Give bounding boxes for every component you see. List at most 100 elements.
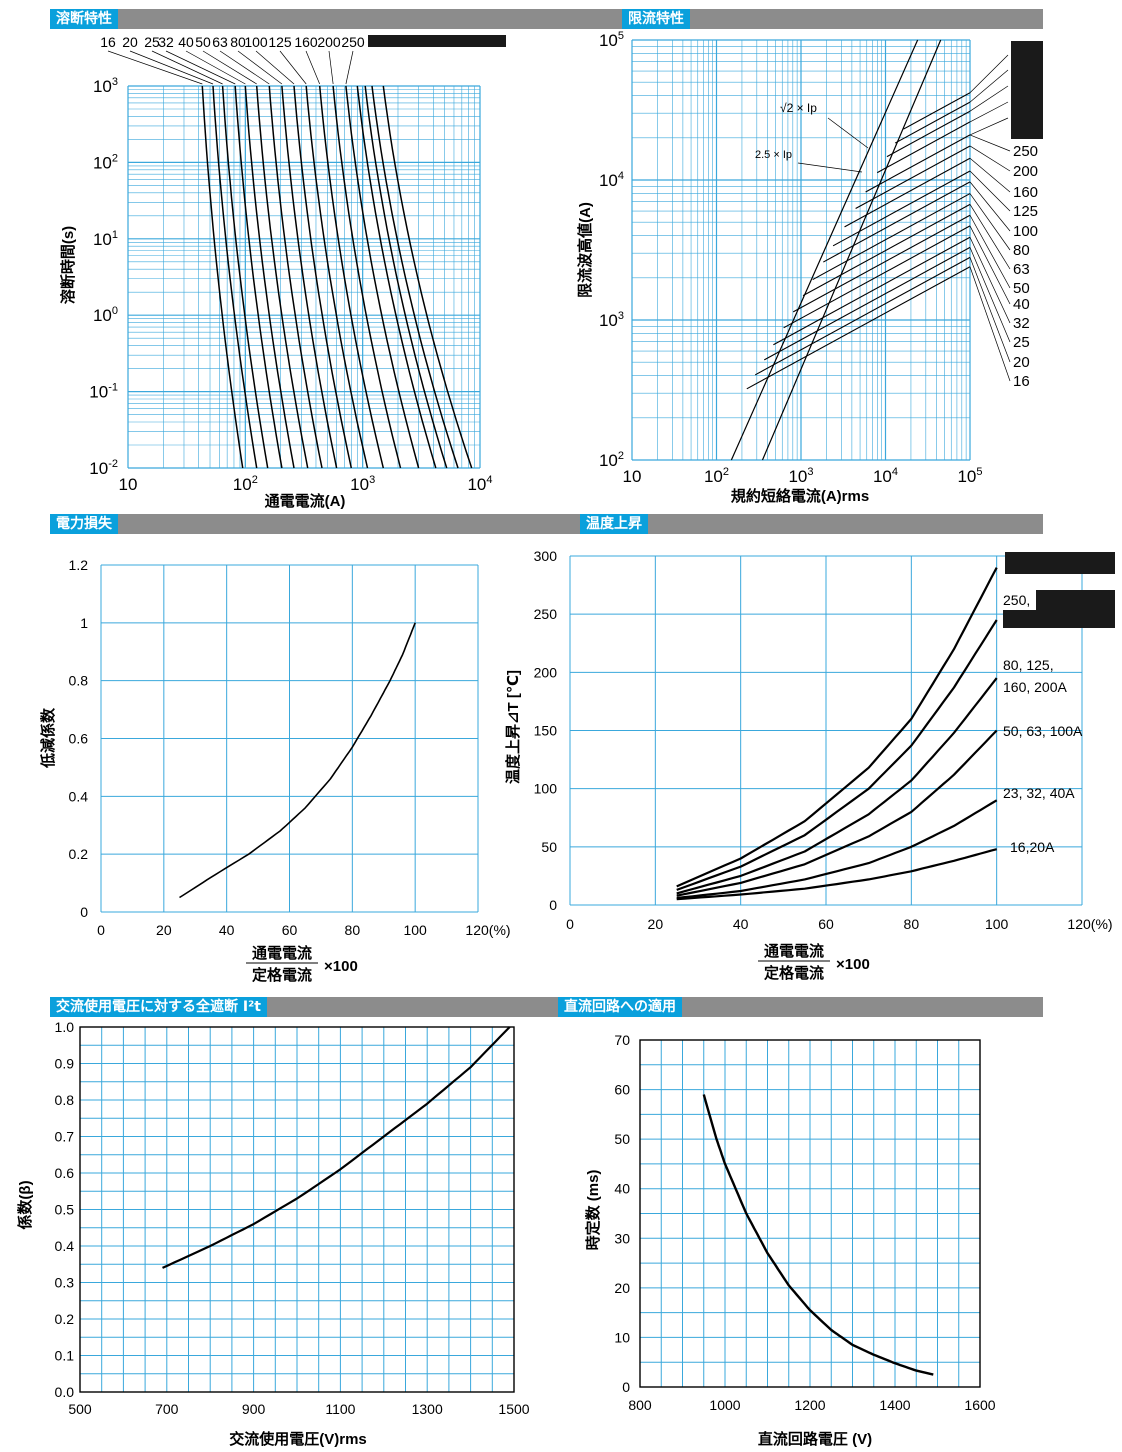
melting-curve-63 xyxy=(268,85,323,469)
i2t-y-tick: 0.8 xyxy=(55,1092,75,1108)
melting-curve-400 xyxy=(371,85,459,469)
let-through-curve-100 xyxy=(823,181,971,263)
power-loss-x-tick: 100 xyxy=(403,922,427,938)
dc-y-tick: 30 xyxy=(614,1230,630,1246)
dc-x-tick: 1400 xyxy=(879,1397,910,1413)
temp-rise-x-tick: 100 xyxy=(985,916,1009,932)
temp-rise-redacted-block xyxy=(1003,610,1115,628)
melting-rating-label: 250 xyxy=(341,34,365,50)
let-through-curve-25 xyxy=(763,246,971,361)
dc-y-tick: 60 xyxy=(614,1082,630,1098)
melting-curve-355 xyxy=(364,85,448,469)
i2t-x-tick: 700 xyxy=(155,1401,179,1417)
let-through-rating-leader xyxy=(969,204,1011,270)
let-through-rating-label: 25 xyxy=(1013,334,1030,351)
let-through-rating-label: 250 xyxy=(1013,143,1038,160)
let-through-curve-125 xyxy=(832,170,971,247)
power-loss-y-tick: 0.4 xyxy=(69,788,89,804)
power-loss-y-tick: 1 xyxy=(80,615,88,631)
power-loss-x-label-den: 定格電流 xyxy=(252,966,312,984)
melting-curve-50 xyxy=(255,85,309,469)
melting-leader-line xyxy=(185,50,246,85)
power-loss-x-tick: 40 xyxy=(219,922,235,938)
dc-y-tick: 0 xyxy=(622,1379,630,1395)
section-title-temp-rise: 温度上昇 xyxy=(580,514,648,534)
melting-leader-line xyxy=(219,50,270,85)
let-through-rating-label: 63 xyxy=(1013,261,1030,278)
temp-rise-x-tick: 80 xyxy=(904,916,920,932)
i2t-x-tick: 1100 xyxy=(325,1401,355,1417)
let-through-rating-label: 160 xyxy=(1013,184,1038,201)
melting-rating-label: 200 xyxy=(317,34,341,50)
melting-y-label: 溶断時間(s) xyxy=(59,226,77,304)
power-loss-x-label-mult: ×100 xyxy=(324,958,358,975)
let-through-rating-label: 16 xyxy=(1013,373,1030,390)
let-through-rating-leader xyxy=(969,225,1011,305)
temp-rise-series-label: 160, 200A xyxy=(1003,679,1067,695)
let-through-curve-160 xyxy=(844,157,971,228)
melting-curve-32 xyxy=(234,85,283,469)
let-through-y-tick: 103 xyxy=(599,310,624,330)
section-header-dc: 直流回路への適用 xyxy=(558,997,1043,1017)
melting-curve-125 xyxy=(305,85,369,469)
i2t-y-tick: 0.1 xyxy=(55,1348,75,1364)
melting-leader-line xyxy=(328,50,334,85)
i2t-y-tick: 0.6 xyxy=(55,1165,75,1181)
section-title-i2t: 交流使用電圧に対する全遮断 I²t xyxy=(50,997,267,1017)
i2t-y-label: 係数(β) xyxy=(16,1180,34,1229)
section-title-dc: 直流回路への適用 xyxy=(558,997,682,1017)
dc-y-tick: 50 xyxy=(614,1131,630,1147)
section-title-let-through: 限流特性 xyxy=(622,9,690,29)
let-through-rating-label: 125 xyxy=(1013,203,1038,220)
dc-x-tick: 1000 xyxy=(709,1397,740,1413)
let-through-rating-label: 100 xyxy=(1013,223,1038,240)
temp-rise-series-label: 80, 125, xyxy=(1003,657,1054,673)
let-through-rating-leader xyxy=(969,193,1011,251)
let-through-rating-leader xyxy=(969,181,1011,232)
let-through-y-label: 限流波高値(A) xyxy=(576,202,594,298)
melting-rating-label: 160 xyxy=(294,34,318,50)
melting-curve-80 xyxy=(281,85,338,469)
dc-y-label: 時定数 (ms) xyxy=(584,1170,602,1251)
temp-rise-x-tick: 0 xyxy=(566,916,574,932)
i2t-x-tick: 1500 xyxy=(498,1401,529,1417)
temp-rise-y-tick: 50 xyxy=(541,839,557,855)
melting-rating-label: 32 xyxy=(158,34,174,50)
power-loss-y-label: 低減係数 xyxy=(39,707,57,769)
let-through-rating-label: 200 xyxy=(1013,163,1038,180)
let-through-y-tick: 104 xyxy=(599,170,624,190)
melting-y-tick: 102 xyxy=(93,152,118,172)
melting-curve-250 xyxy=(345,85,420,469)
let-through-curve-400 xyxy=(894,101,971,144)
let-through-rating-leader xyxy=(969,117,1009,136)
let-through-curve-315 xyxy=(877,121,971,174)
dc-y-tick: 10 xyxy=(614,1329,630,1345)
let-through-rating-label: 50 xyxy=(1013,280,1030,297)
melting-y-tick: 100 xyxy=(93,305,118,325)
melting-y-tick: 103 xyxy=(93,76,118,96)
i2t-y-tick: 0.9 xyxy=(55,1056,75,1072)
let-through-curve-50 xyxy=(792,214,971,313)
temp-rise-curve-80-200A xyxy=(676,677,998,895)
temp-rise-x-label-den: 定格電流 xyxy=(764,964,824,982)
temp-rise-x-label-num: 通電電流 xyxy=(764,942,824,960)
let-through-curve-200 xyxy=(855,145,971,209)
melting-rating-label: 63 xyxy=(212,34,228,50)
dc-y-tick: 40 xyxy=(614,1181,630,1197)
let-through-x-tick: 104 xyxy=(873,466,898,486)
dc-application-frame xyxy=(639,1039,981,1388)
let-through-rating-leader xyxy=(969,257,1011,363)
melting-leader-line xyxy=(237,50,283,85)
melting-rating-label: 20 xyxy=(122,34,138,50)
power-loss-x-tick: 60 xyxy=(282,922,298,938)
temp-rise-y-tick: 300 xyxy=(534,548,558,564)
power-loss-x-tick: 80 xyxy=(345,922,361,938)
temp-rise-curve-50-100A xyxy=(676,729,998,897)
temp-rise-redacted-block xyxy=(1005,552,1115,574)
let-through-rating-leader xyxy=(969,145,1011,172)
let-through-x-label: 規約短絡電流(A)rms xyxy=(731,487,869,505)
i2t-voltage-frame xyxy=(79,1026,515,1393)
i2t-x-tick: 900 xyxy=(242,1401,266,1417)
melting-leader-line xyxy=(305,50,320,85)
let-through-y-tick: 102 xyxy=(599,450,624,470)
